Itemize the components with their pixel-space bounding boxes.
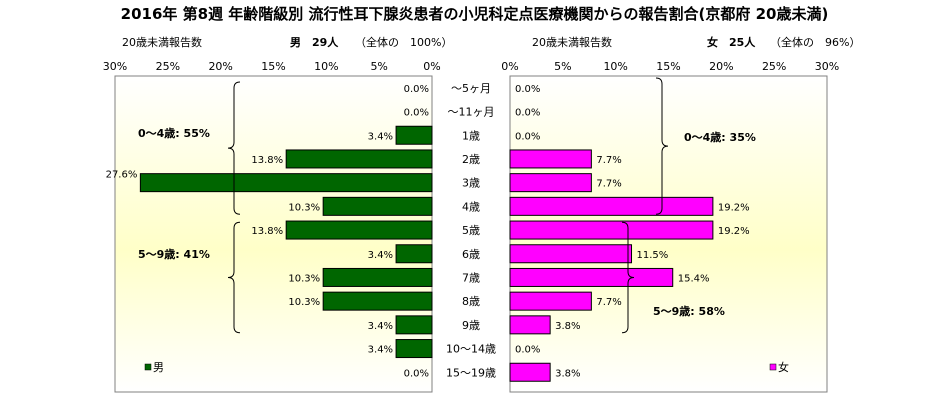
annotation-female-5-9: 5～9歳: 58% — [653, 304, 725, 318]
brace-male-0-4 — [227, 81, 241, 215]
male-data-label: 10.3% — [288, 273, 320, 284]
annotation-female-0-4: 0～4歳: 35% — [684, 130, 756, 144]
male-tick-label: 25% — [156, 60, 180, 73]
category-label: 7歳 — [462, 271, 480, 284]
female-bar — [509, 315, 551, 335]
male-bar — [395, 244, 433, 264]
category-label: 8歳 — [462, 295, 480, 308]
female-data-label: 0.0% — [515, 84, 540, 95]
female-bar — [509, 173, 592, 193]
male-tick-label: 0% — [423, 60, 440, 73]
male-bar — [322, 291, 433, 311]
category-label: 9歳 — [462, 319, 480, 332]
category-label: ～11ヶ月 — [448, 106, 495, 119]
male-data-label: 13.8% — [251, 226, 283, 237]
female-summary: 女 25人 — [707, 36, 756, 49]
female-tick-label: 10% — [603, 60, 627, 73]
female-bar — [509, 149, 592, 169]
female-tick-label: 30% — [815, 60, 839, 73]
male-bar — [139, 173, 433, 193]
female-data-label: 7.7% — [596, 179, 621, 190]
male-data-label: 0.0% — [404, 368, 429, 379]
female-bar — [509, 196, 714, 216]
brace-male-5-9 — [227, 221, 241, 334]
male-data-label: 10.3% — [288, 202, 320, 213]
male-bar — [322, 267, 433, 287]
brace-female-5-9 — [621, 221, 635, 334]
male-summary: 男 29人 — [290, 36, 339, 49]
female-bar — [509, 220, 714, 240]
male-tick-label: 30% — [103, 60, 127, 73]
female-data-label: 19.2% — [718, 226, 750, 237]
female-tick-label: 0% — [501, 60, 518, 73]
male-bar — [285, 220, 433, 240]
male-bar — [395, 339, 433, 359]
category-label: 10～14歳 — [446, 343, 496, 356]
male-count-label: 20歳未満報告数 — [122, 36, 202, 49]
female-data-label: 3.8% — [555, 368, 580, 379]
annotation-male-0-4: 0～4歳: 55% — [138, 126, 210, 140]
male-tick-label: 10% — [314, 60, 338, 73]
male-data-label: 3.4% — [368, 250, 393, 261]
female-data-label: 0.0% — [515, 108, 540, 119]
male-bar — [285, 149, 433, 169]
male-bar — [395, 315, 433, 335]
female-tick-label: 5% — [554, 60, 571, 73]
female-data-label: 11.5% — [637, 250, 669, 261]
legend-male-label: 男 — [153, 361, 164, 374]
category-label: 15～19歳 — [446, 366, 496, 379]
male-share: （全体の 100%） — [355, 36, 453, 49]
category-label: 3歳 — [462, 177, 480, 190]
female-tick-label: 20% — [709, 60, 733, 73]
male-data-label: 10.3% — [288, 297, 320, 308]
legend-female-swatch — [769, 363, 777, 371]
male-data-label: 0.0% — [404, 108, 429, 119]
legend-female-label: 女 — [778, 360, 789, 374]
male-data-label: 3.4% — [368, 345, 393, 356]
male-data-label: 3.4% — [368, 321, 393, 332]
female-data-label: 0.0% — [515, 345, 540, 356]
female-tick-label: 25% — [762, 60, 786, 73]
female-bar — [509, 291, 592, 311]
category-label: 4歳 — [462, 200, 480, 213]
brace-female-0-4 — [655, 77, 669, 215]
male-data-label: 27.6% — [106, 170, 138, 181]
male-data-label: 13.8% — [251, 155, 283, 166]
female-bar — [509, 244, 633, 264]
category-label: 6歳 — [462, 248, 480, 261]
legend-male-swatch — [144, 363, 152, 371]
male-bar — [322, 196, 433, 216]
annotation-male-5-9: 5～9歳: 41% — [138, 247, 210, 261]
female-tick-label: 15% — [656, 60, 680, 73]
chart-title: 2016年 第8週 年齢階級別 流行性耳下腺炎患者の小児科定点医療機関からの報告… — [120, 5, 829, 23]
female-data-label: 3.8% — [555, 321, 580, 332]
female-data-label: 19.2% — [718, 202, 750, 213]
male-tick-label: 20% — [208, 60, 232, 73]
female-bar — [509, 362, 551, 382]
female-bar — [509, 267, 674, 287]
female-data-label: 7.7% — [596, 297, 621, 308]
male-bar — [395, 125, 433, 145]
male-data-label: 0.0% — [404, 84, 429, 95]
male-tick-label: 5% — [370, 60, 387, 73]
female-data-label: 0.0% — [515, 131, 540, 142]
category-label: 2歳 — [462, 153, 480, 166]
category-label: ～5ヶ月 — [451, 82, 491, 95]
male-tick-label: 15% — [261, 60, 285, 73]
category-label: 5歳 — [462, 224, 480, 237]
category-label: 1歳 — [462, 129, 480, 142]
female-share: （全体の 96%） — [770, 36, 861, 49]
female-data-label: 7.7% — [596, 155, 621, 166]
female-count-label: 20歳未満報告数 — [532, 36, 612, 49]
female-data-label: 15.4% — [678, 273, 710, 284]
male-data-label: 3.4% — [368, 131, 393, 142]
